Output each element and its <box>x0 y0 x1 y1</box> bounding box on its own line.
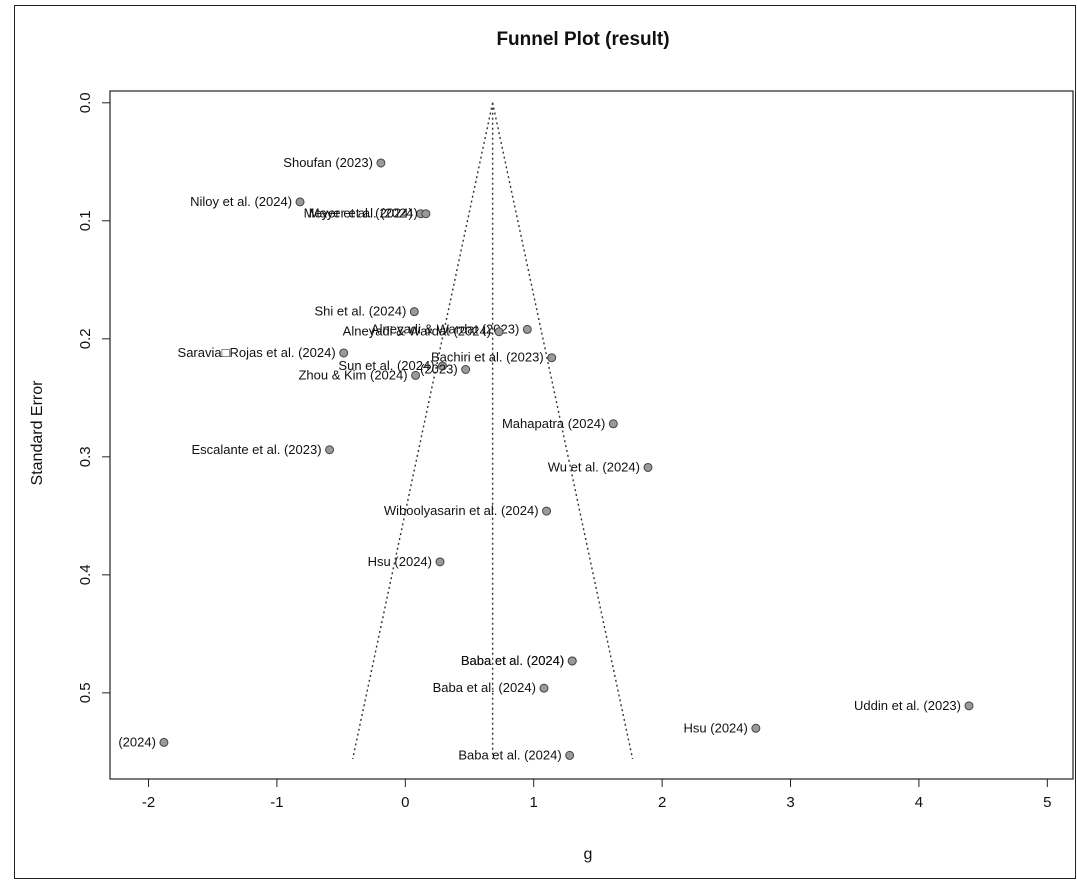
x-tick-label: 4 <box>915 794 923 811</box>
study-label: Meyer et al. (2024) <box>304 206 413 221</box>
x-tick-label: 0 <box>401 794 409 811</box>
study-label: Wu et al. (2024) <box>548 459 640 474</box>
study-label: Alneyadi & Wardat (2024) <box>343 324 491 339</box>
x-axis: -2 -1 0 1 2 3 4 5 <box>142 778 1051 811</box>
study-label: Baba et al. (2024) <box>458 747 561 762</box>
chart-title: Funnel Plot (result) <box>496 29 669 50</box>
study-point <box>567 656 577 666</box>
study-point <box>339 348 349 358</box>
study-point <box>409 307 419 317</box>
study-label: Alneyadi & Wardat (2023) <box>371 321 519 336</box>
study-label: (2023) <box>420 362 458 377</box>
study-label: Shi et al. (2024) <box>315 304 407 319</box>
y-tick-label: 0.3 <box>77 446 94 467</box>
study-label: Hsu (2024) <box>368 554 432 569</box>
study-point <box>159 737 169 747</box>
funnel-lines <box>351 102 634 760</box>
study-label: Niloy et al. (2024) <box>190 194 292 209</box>
study-label: Mayer et al. (2024) <box>309 206 418 221</box>
y-axis: 0.0 0.1 0.2 0.3 0.4 0.5 <box>77 92 111 703</box>
study-point <box>547 353 557 363</box>
study-point <box>643 462 653 472</box>
study-point <box>494 327 504 337</box>
y-tick-label: 0.4 <box>77 564 94 585</box>
study-point <box>411 370 421 380</box>
study-point <box>435 557 445 567</box>
study-point <box>461 365 471 375</box>
y-tick-label: 0.1 <box>77 210 94 231</box>
study-label: Wiboolyasarin et al. (2024) <box>384 503 539 518</box>
study-label: Hsu (2024) <box>684 720 748 735</box>
study-point <box>522 324 532 334</box>
chart-frame: Funnel Plot (result) Shoufan (2023) Niloy… <box>14 5 1076 879</box>
y-tick-label: 0.2 <box>77 328 94 349</box>
study-point <box>608 419 618 429</box>
study-point <box>421 209 431 219</box>
study-label: Zhou & Kim (2024) <box>298 367 407 382</box>
study-point <box>542 506 552 516</box>
funnel-left-line <box>351 102 494 760</box>
study-label: Shoufan (2023) <box>283 155 373 170</box>
study-point <box>539 683 549 693</box>
funnel-plot: Funnel Plot (result) Shoufan (2023) Niloy… <box>29 29 1074 863</box>
study-point <box>295 197 305 207</box>
study-point <box>376 158 386 168</box>
funnel-right-line <box>491 102 634 760</box>
x-tick-label: 5 <box>1043 794 1051 811</box>
x-tick-label: 1 <box>530 794 538 811</box>
y-axis-label: Standard Error <box>29 380 46 486</box>
study-points: Shoufan (2023) Niloy et al. (2024) Meyer e… <box>118 155 974 762</box>
x-axis-label: g <box>584 846 593 863</box>
study-point <box>565 750 575 760</box>
x-tick-label: 2 <box>658 794 666 811</box>
study-label: Escalante et al. (2023) <box>191 442 321 457</box>
study-label: (2024) <box>118 734 156 749</box>
study-point <box>751 723 761 733</box>
y-tick-label: 0.5 <box>77 682 94 703</box>
study-label: Baba et al. (2024) <box>461 653 564 668</box>
study-label: Baba et al. (2024) <box>433 680 536 695</box>
study-label: Saravia□Rojas et al. (2024) <box>178 345 336 360</box>
study-point <box>325 445 335 455</box>
x-tick-label: -1 <box>270 794 283 811</box>
x-tick-label: 3 <box>786 794 794 811</box>
study-label: Sun et al. (2024) <box>338 358 434 373</box>
study-point <box>438 361 448 371</box>
study-label: Mahapatra (2024) <box>502 416 605 431</box>
study-point <box>964 701 974 711</box>
study-label: Uddin et al. (2023) <box>854 698 961 713</box>
study-label: Baba et al. (2024) <box>461 653 564 668</box>
x-tick-label: -2 <box>142 794 155 811</box>
y-tick-label: 0.0 <box>77 92 94 113</box>
study-label: Bachiri et al. (2023) <box>431 350 544 365</box>
